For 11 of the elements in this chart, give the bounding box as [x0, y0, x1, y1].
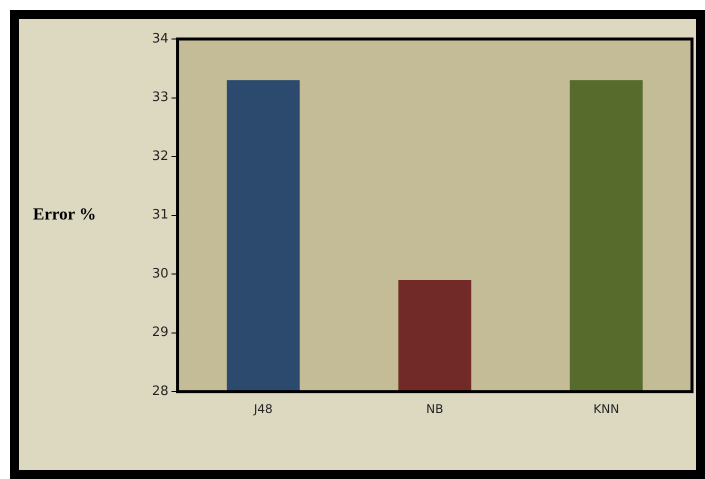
- x-tick-label: KNN: [593, 402, 620, 416]
- y-axis-title: Error %: [33, 204, 96, 224]
- y-tick-label: 30: [152, 266, 169, 282]
- y-tick-label: 28: [152, 384, 169, 399]
- y-tick-label: 29: [152, 325, 169, 340]
- x-tick-label: J48: [252, 402, 273, 416]
- y-tick-label: 34: [152, 31, 169, 46]
- y-tick-label: 32: [152, 148, 169, 164]
- y-tick-label: 31: [152, 208, 169, 223]
- y-tick-label: 33: [152, 90, 169, 106]
- x-tick-label: NB: [426, 402, 444, 416]
